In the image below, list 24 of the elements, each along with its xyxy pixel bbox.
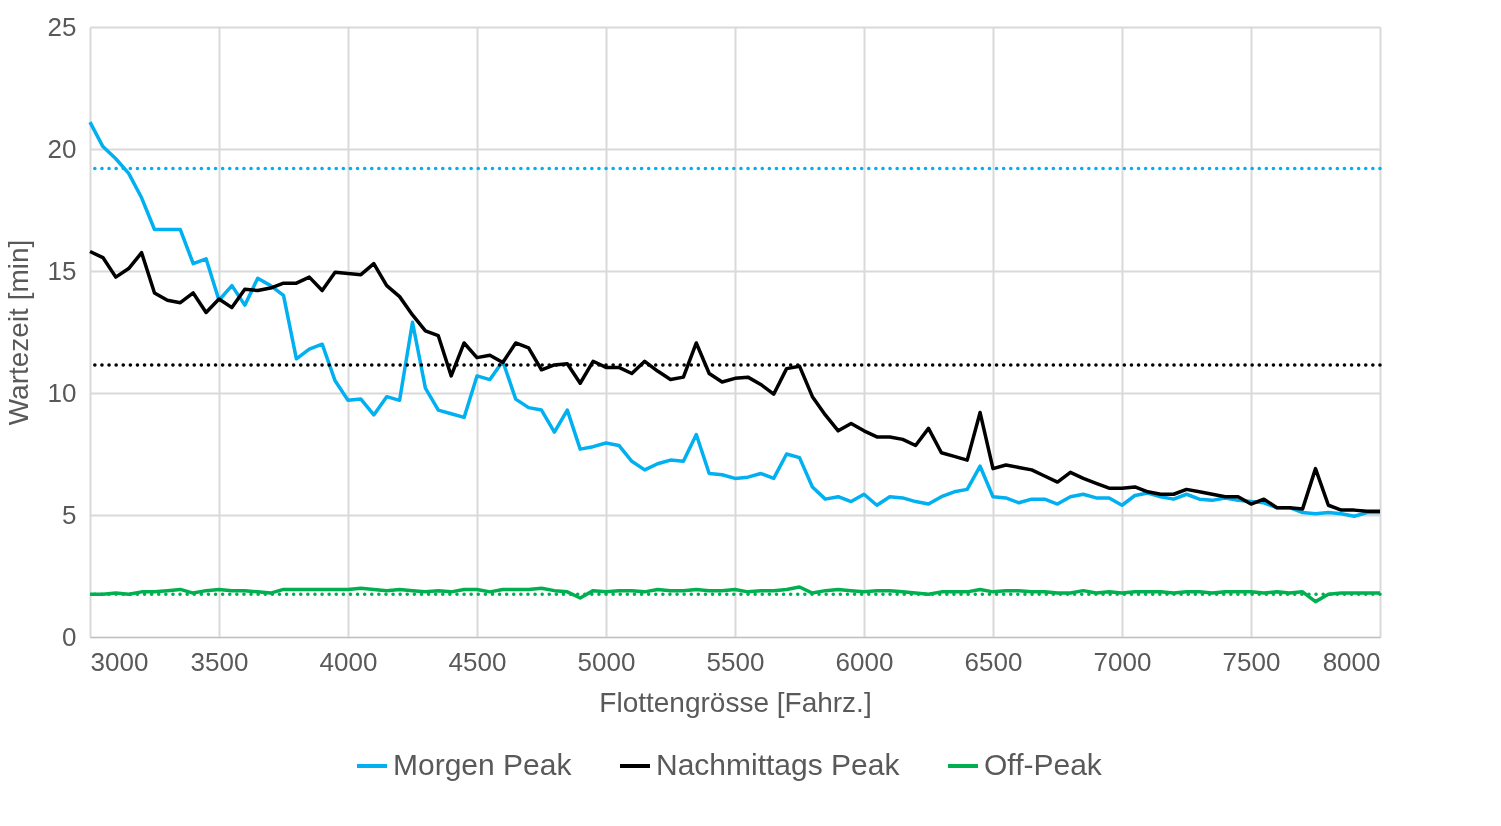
x-tick-label: 4500: [448, 646, 507, 677]
line-series: [88, 249, 1382, 514]
legend-label: Morgen Peak: [393, 748, 573, 781]
x-tick-label: 7000: [1093, 646, 1152, 677]
y-tick-label: 15: [47, 255, 77, 286]
line-series: [88, 120, 1382, 518]
y-tick-label: 5: [62, 499, 77, 530]
x-tick-label: 5000: [577, 646, 636, 677]
x-axis-title: Flottengrösse [Fahrz.]: [599, 686, 872, 718]
x-tick-label: 8000: [1322, 646, 1381, 677]
y-tick-label: 0: [62, 621, 77, 652]
x-tick-label: 6000: [835, 646, 894, 677]
legend-label: Nachmittags Peak: [656, 748, 901, 781]
x-tick-label: 3500: [190, 646, 249, 677]
y-tick-label: 10: [47, 377, 77, 408]
x-tick-label: 6500: [964, 646, 1023, 677]
legend-label: Off-Peak: [984, 748, 1103, 781]
y-tick-label: 25: [47, 11, 77, 42]
y-axis-title: Wartezeit [min]: [2, 239, 34, 426]
x-tick-label: 4000: [319, 646, 378, 677]
x-tick-label: 5500: [706, 646, 765, 677]
x-tick-label: 7500: [1222, 646, 1281, 677]
x-tick-label: 3000: [90, 646, 149, 677]
y-tick-label: 20: [47, 133, 77, 164]
